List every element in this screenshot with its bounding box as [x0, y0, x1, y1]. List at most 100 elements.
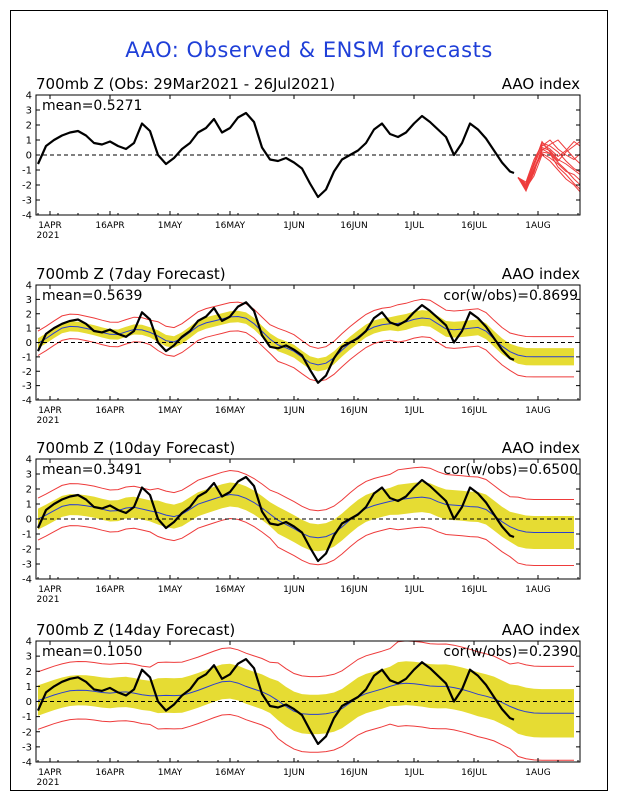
y-tick-label: 2	[26, 309, 32, 320]
y-tick-label: 1	[26, 136, 32, 147]
x-tick-label: 16MAY	[215, 768, 246, 778]
x-tick-label: 16JUL	[461, 768, 487, 778]
x-tick-label: 1AUG	[525, 406, 550, 416]
y-tick-label: 1	[26, 500, 32, 511]
spread-band	[38, 661, 574, 738]
x-tick-label: 1JUL	[404, 406, 424, 416]
upper-bound-line	[37, 298, 574, 349]
x-year-label: 2021	[37, 595, 60, 605]
x-tick-label: 1JUL	[404, 585, 424, 595]
panel-title-right: AAO index	[502, 621, 580, 639]
correlation-label: cor(w/obs)=0.6500	[443, 462, 578, 478]
y-tick-label: 1	[26, 682, 32, 693]
y-tick-label: -1	[22, 166, 32, 177]
observed-line	[36, 475, 515, 563]
panel-title-left: 700mb Z (Obs: 29Mar2021 - 26Jul2021)	[36, 75, 335, 93]
panel-title-right: AAO index	[502, 265, 580, 283]
ensemble-member-line	[517, 139, 580, 188]
x-tick-label: 16APR	[95, 406, 124, 416]
x-tick-label: 16JUN	[340, 221, 367, 231]
x-tick-label: 16JUL	[461, 406, 487, 416]
ensemble-member-line	[517, 140, 580, 183]
y-tick-label: -4	[22, 575, 32, 586]
y-tick-label: -3	[22, 560, 32, 571]
y-tick-label: 3	[26, 470, 32, 481]
y-tick-label: 1	[26, 324, 32, 335]
ensemble-member-line	[517, 142, 580, 185]
y-tick-label: 4	[26, 281, 32, 292]
y-tick-label: 4	[26, 637, 32, 648]
ensemble-mean-line	[37, 680, 574, 715]
panel-title-left: 700mb Z (14day Forecast)	[36, 621, 235, 639]
x-tick-label: 1JUL	[404, 221, 424, 231]
x-tick-label: 1JUN	[283, 768, 305, 778]
panel-title-right: AAO index	[502, 439, 580, 457]
x-tick-label: 16MAY	[215, 221, 246, 231]
x-tick-label: 16JUL	[461, 221, 487, 231]
mean-label: mean=0.5639	[42, 288, 142, 304]
y-tick-label: -4	[22, 396, 32, 407]
panel-plot-area	[36, 641, 580, 761]
upper-bound-line	[37, 466, 574, 512]
x-tick-label: 16JUN	[340, 768, 367, 778]
panel-title-right: AAO index	[502, 75, 580, 93]
x-tick-label: 1JUN	[283, 585, 305, 595]
panel-title-left: 700mb Z (10day Forecast)	[36, 439, 235, 457]
observed-line	[37, 301, 515, 384]
y-tick-label: -1	[22, 352, 32, 363]
x-tick-label: 1JUL	[404, 768, 424, 778]
observed-line	[36, 111, 515, 199]
y-tick-label: 0	[26, 338, 32, 349]
ensemble-mean-line	[37, 315, 574, 366]
x-tick-label: 1APR	[38, 768, 62, 778]
correlation-label: cor(w/obs)=0.8699	[443, 288, 578, 304]
x-tick-label: 1MAY	[158, 221, 183, 231]
x-tick-label: 16APR	[95, 221, 124, 231]
y-tick-label: 2	[26, 485, 32, 496]
x-tick-label: 1MAY	[158, 406, 183, 416]
lower-bound-line	[37, 330, 574, 382]
observed-line	[36, 658, 515, 745]
x-tick-label: 16JUN	[340, 406, 367, 416]
correlation-label: cor(w/obs)=0.2390	[443, 644, 578, 660]
x-tick-label: 1AUG	[525, 221, 550, 231]
panel-plot-area	[36, 111, 580, 199]
y-tick-label: -1	[22, 530, 32, 541]
mean-label: mean=0.1050	[42, 644, 142, 660]
x-tick-label: 1APR	[38, 221, 62, 231]
y-tick-label: -2	[22, 181, 32, 192]
panel-plot-area	[36, 466, 580, 566]
x-year-label: 2021	[37, 778, 60, 788]
x-tick-label: 16APR	[95, 585, 124, 595]
ensemble-member-line	[517, 152, 580, 189]
spread-band	[38, 482, 574, 552]
y-tick-label: -2	[22, 545, 32, 556]
x-tick-label: 1JUN	[283, 221, 305, 231]
x-tick-label: 1APR	[38, 406, 62, 416]
ensemble-mean-line	[37, 493, 574, 539]
panel-plot-area	[36, 298, 580, 384]
y-tick-label: -3	[22, 742, 32, 753]
mean-label: mean=0.3491	[42, 462, 142, 478]
mean-label: mean=0.5271	[42, 98, 142, 114]
y-tick-label: 3	[26, 106, 32, 117]
x-tick-label: 1AUG	[525, 585, 550, 595]
x-tick-label: 16MAY	[215, 406, 246, 416]
lower-bound-line	[37, 517, 574, 566]
x-year-label: 2021	[37, 231, 60, 241]
y-tick-label: -3	[22, 196, 32, 207]
x-tick-label: 1MAY	[158, 768, 183, 778]
y-tick-label: 4	[26, 91, 32, 102]
y-tick-label: 2	[26, 121, 32, 132]
y-tick-label: 0	[26, 697, 32, 708]
y-tick-label: -4	[22, 758, 32, 769]
y-tick-label: 4	[26, 455, 32, 466]
x-tick-label: 16JUL	[461, 585, 487, 595]
x-tick-label: 16JUN	[340, 585, 367, 595]
y-tick-label: -3	[22, 381, 32, 392]
x-tick-label: 1APR	[38, 585, 62, 595]
x-tick-label: 1AUG	[525, 768, 550, 778]
x-year-label: 2021	[37, 416, 60, 426]
upper-bound-line	[37, 641, 574, 678]
